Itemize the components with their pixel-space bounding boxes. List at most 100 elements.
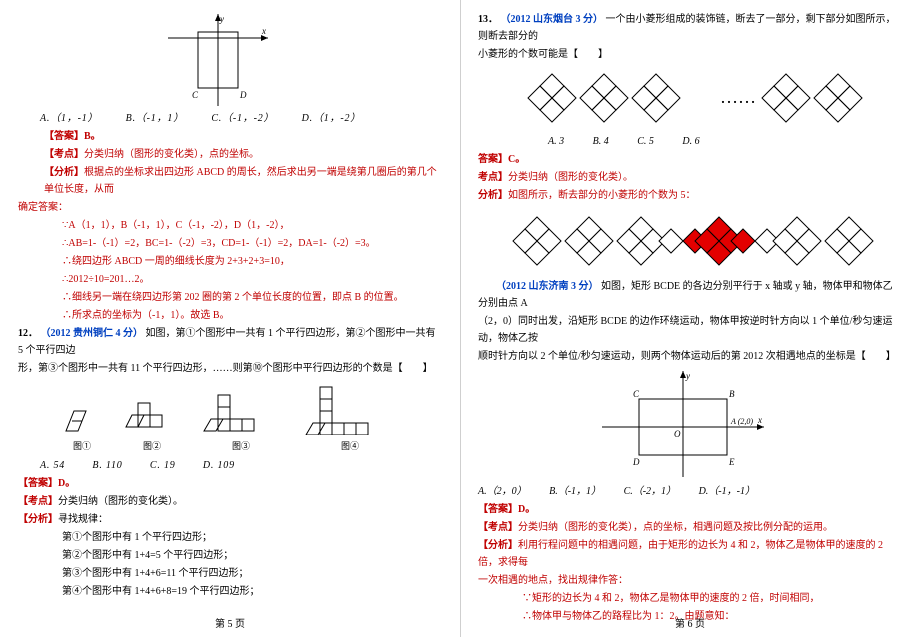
q12-src: （2012 贵州铜仁 4 分） <box>41 328 144 339</box>
q14-point-text: 分类归纳（图形的变化类），点的坐标，相遇问题及按比例分配的运用。 <box>518 522 833 533</box>
q13-choices: A. 3 B. 4 C. 5 D. 6 <box>478 133 902 150</box>
q13-num: 13． <box>478 14 498 25</box>
q11-l4: ∴2012÷10=201…2。 <box>18 271 442 288</box>
q14-point: 【考点】分类归纳（图形的变化类），点的坐标，相遇问题及按比例分配的运用。 <box>478 519 902 536</box>
q12-fig4-label: 图④ <box>302 439 398 454</box>
q13-src: （2012 山东烟台 3 分） <box>501 14 604 25</box>
q13-opt-a: A. 3 <box>548 136 564 147</box>
q11-l3: ∴绕四边形 ABCD 一周的细线长度为 2+3+2+3=10， <box>18 253 442 270</box>
q14-point-label: 【考点】 <box>478 522 518 533</box>
ellipsis: …… <box>720 87 756 107</box>
q12-choices: A. 54 B. 110 C. 19 D. 109 <box>18 457 442 474</box>
q14-choices: A.（2，0） B.（-1，1） C.（-2，1） D.（-1，-1） <box>478 483 902 500</box>
q12-answer: 【答案】D。 <box>18 475 442 492</box>
svg-text:E: E <box>728 457 735 467</box>
q14-stem: （2012 山东济南 3 分） 如图，矩形 BCDE 的各边分别平行于 x 轴或… <box>478 278 902 312</box>
axis-x-label: x <box>261 26 266 36</box>
q11-l2: ∴AB=1-（-1）=2，BC=1-（-2）=3，CD=1-（-1）=2，DA=… <box>18 235 442 252</box>
q13-point-label: 考点】 <box>478 172 508 183</box>
q13-stem: 13． （2012 山东烟台 3 分） 一个由小菱形组成的装饰链，断去了一部分，… <box>478 11 902 45</box>
q11-answer: 【答案】B。 <box>18 128 442 145</box>
svg-text:x: x <box>757 415 762 425</box>
q11-anal-2: 确定答案： <box>18 199 442 216</box>
q13-text2: 小菱形的个数可能是【 】 <box>478 46 902 63</box>
q12-num: 12． <box>18 328 38 339</box>
q11-opt-c: C.（-1，-2） <box>211 113 274 124</box>
left-footer: 第 5 页 <box>0 616 460 633</box>
axis-y-label: y <box>219 14 224 24</box>
q11-point-label: 【考点】 <box>44 149 84 160</box>
q14-opt-b: B.（-1，1） <box>549 486 601 497</box>
q14-p1: ∵矩形的边长为 4 和 2，物体乙是物体甲的速度的 2 倍，时间相同， <box>478 590 902 607</box>
q12-anal-text: 寻找规律： <box>58 514 108 525</box>
svg-text:B: B <box>729 389 735 399</box>
q12-p2: 第②个图形中有 1+4=5 个平行四边形； <box>18 547 442 564</box>
q11-anal-text: 根据点的坐标求出四边形 ABCD 的周长，然后求出另一端是绕第几圈后的第几个单位… <box>44 167 437 195</box>
svg-text:A (2,0): A (2,0) <box>730 417 753 426</box>
q12-fig3: 图③ <box>202 389 280 454</box>
pt-c-label: C <box>192 90 199 100</box>
q14-opt-c: C.（-2，1） <box>624 486 677 497</box>
q13-anal-text: 如图所示，断去部分的小菱形的个数为 5： <box>508 190 696 201</box>
q11-opt-b: B.（-1，1） <box>126 113 184 124</box>
q12-anal: 【分析】寻找规律： <box>18 511 442 528</box>
q12-p1: 第①个图形中有 1 个平行四边形； <box>18 529 442 546</box>
q11-l6: ∴所求点的坐标为（-1，1）。故选 B。 <box>18 307 442 324</box>
q12-figures: 图① 图② 图③ <box>18 381 442 454</box>
q13-opt-b: B. 4 <box>593 136 609 147</box>
q12-stem: 12． （2012 贵州铜仁 4 分） 如图，第①个图形中一共有 1 个平行四边… <box>18 325 442 359</box>
q14-anal2: 一次相遇的地点，找出规律作答： <box>478 572 902 589</box>
q12-anal-label: 【分析】 <box>18 514 58 525</box>
q14-opt-a: A.（2，0） <box>478 486 527 497</box>
q13-point: 考点】分类归纳（图形的变化类）。 <box>478 169 902 186</box>
q12-point-label: 【考点】 <box>18 496 58 507</box>
svg-text:C: C <box>633 389 640 399</box>
q12-opt-a: A. 54 <box>40 460 65 471</box>
q11-point: 【考点】分类归纳（图形的变化类），点的坐标。 <box>18 146 442 163</box>
q14-anal: 【分析】利用行程问题中的相遇问题，由于矩形的边长为 4 和 2，物体乙是物体甲的… <box>478 537 902 571</box>
left-column: y x C D A.（1，-1） B.（-1，1） C.（-1，-2） D.（1… <box>0 0 460 637</box>
q12-p4: 第④个图形中有 1+4+6+8=19 个平行四边形； <box>18 583 442 600</box>
q11-anal-label: 【分析】 <box>44 167 84 178</box>
q14-answer: 【答案】D。 <box>478 501 902 518</box>
q12-opt-d: D. 109 <box>203 460 235 471</box>
q13-opt-c: C. 5 <box>637 136 654 147</box>
q12-text2: 形，第③个图形中一共有 11 个平行四边形，……则第⑩个图形中平行四边形的个数是… <box>18 360 442 377</box>
right-column: 13． （2012 山东烟台 3 分） 一个由小菱形组成的装饰链，断去了一部分，… <box>460 0 920 637</box>
q12-fig3-label: 图③ <box>202 439 280 454</box>
q12-fig2-label: 图② <box>124 439 180 454</box>
right-footer: 第 6 页 <box>460 616 920 633</box>
q14-text3: 顺时针方向以 2 个单位/秒匀速运动，则两个物体运动后的第 2012 次相遇地点… <box>478 348 902 365</box>
page-wrap: y x C D A.（1，-1） B.（-1，1） C.（-1，-2） D.（1… <box>0 0 920 637</box>
q12-fig4: 图④ <box>302 381 398 454</box>
q11-opt-d: D.（1，-2） <box>302 113 361 124</box>
q12-opt-c: C. 19 <box>150 460 176 471</box>
q13-point-text: 分类归纳（图形的变化类）。 <box>508 172 633 183</box>
q12-point-text: 分类归纳（图形的变化类）。 <box>58 496 183 507</box>
q11-anal-1: 【分析】根据点的坐标求出四边形 ABCD 的周长，然后求出另一端是绕第几圈后的第… <box>18 164 442 198</box>
q13-anal-label: 分析】 <box>478 190 508 201</box>
q14-anal-text: 利用行程问题中的相遇问题，由于矩形的边长为 4 和 2，物体乙是物体甲的速度的 … <box>478 540 883 568</box>
q11-opt-a: A.（1，-1） <box>40 113 98 124</box>
q13-opt-d: D. 6 <box>682 136 699 147</box>
q13-fig: …… <box>510 67 870 129</box>
q12-point: 【考点】分类归纳（图形的变化类）。 <box>18 493 442 510</box>
q11-point-text: 分类归纳（图形的变化类），点的坐标。 <box>84 149 259 160</box>
q14-opt-d: D.（-1，-1） <box>699 486 755 497</box>
q12-p3: 第③个图形中有 1+4+6=11 个平行四边形； <box>18 565 442 582</box>
svg-text:O: O <box>674 429 681 439</box>
q14-fig: y x O C B A (2,0) D E <box>598 369 768 479</box>
q13-anal: 分析】如图所示，断去部分的小菱形的个数为 5： <box>478 187 902 204</box>
q11-l5: ∴细线另一端在绕四边形第 202 圈的第 2 个单位长度的位置，即点 B 的位置… <box>18 289 442 306</box>
q12-fig1: 图① <box>62 403 102 454</box>
q14-src: （2012 山东济南 3 分） <box>496 281 599 292</box>
q12-opt-b: B. 110 <box>92 460 122 471</box>
pt-d-label: D <box>239 90 247 100</box>
q11-l1: ∵A（1，1），B（-1，1），C（-1，-2），D（1，-2）， <box>18 217 442 234</box>
q11-choices: A.（1，-1） B.（-1，1） C.（-1，-2） D.（1，-2） <box>18 110 442 127</box>
fig-rect-axes: y x C D <box>168 14 268 106</box>
q12-fig1-label: 图① <box>62 439 102 454</box>
svg-text:y: y <box>685 371 690 381</box>
q12-fig2: 图② <box>124 395 180 454</box>
q13-fig2 <box>495 208 885 274</box>
